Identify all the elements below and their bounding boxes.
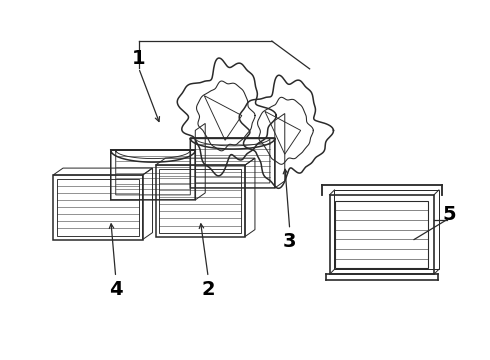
- Text: 2: 2: [201, 280, 215, 299]
- Text: 3: 3: [283, 232, 296, 251]
- Text: 1: 1: [132, 49, 146, 68]
- Text: 5: 5: [442, 205, 456, 224]
- Text: 4: 4: [109, 280, 122, 299]
